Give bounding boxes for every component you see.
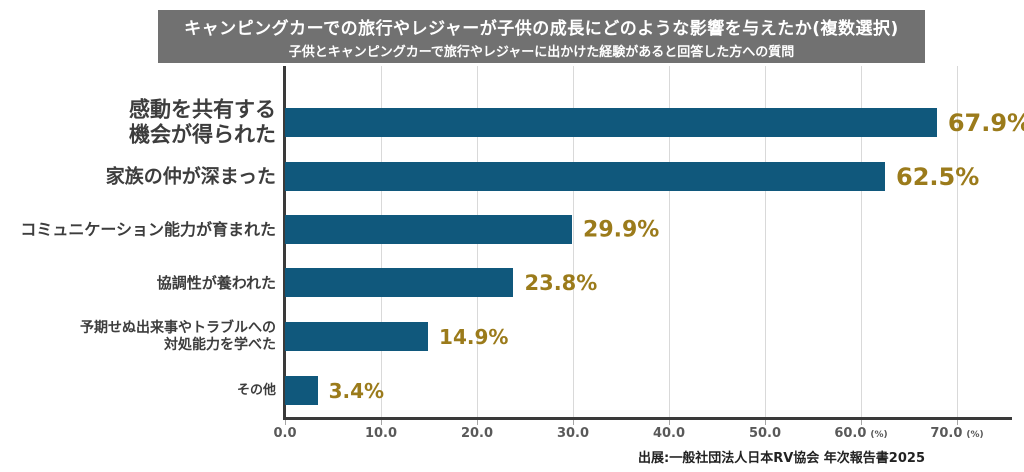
x-tick-label: 10.0 <box>364 426 398 441</box>
axis-tick <box>285 420 286 425</box>
bar <box>285 376 318 405</box>
gridline <box>765 66 766 417</box>
plot-area: 感動を共有する 機会が得られた 67.9% 家族の仲が深まった 62.5% コミ… <box>20 66 1024 441</box>
gridline <box>861 66 862 417</box>
x-tick-label: 0.0 <box>273 426 297 441</box>
value-label: 14.9% <box>439 324 509 349</box>
percent-unit-label: (%) <box>966 430 984 440</box>
x-tick-label: 60.0 (%) <box>834 426 888 441</box>
category-label: 協調性が養われた <box>156 273 276 292</box>
category-label: その他 <box>236 382 276 398</box>
axis-tick <box>573 420 574 425</box>
bar-row: 予期せぬ出来事やトラブルへの 対処能力を学べた 14.9% <box>80 319 1012 352</box>
axis-tick <box>957 420 958 425</box>
bar-row: その他 3.4% <box>237 376 1012 405</box>
y-axis-line <box>283 66 286 420</box>
value-label: 67.9% <box>947 108 1024 137</box>
category-label: 感動を共有する 機会が得られた <box>129 96 276 147</box>
bar-row: 家族の仲が深まった 62.5% <box>106 162 1012 191</box>
category-label: コミュニケーション能力が育まれた <box>20 219 276 239</box>
bar <box>285 162 885 191</box>
chart-subtitle: 子供とキャンピングカーで旅行やレジャーに出かけた経験があると回答した方への質問 <box>288 44 795 60</box>
x-tick-label: 20.0 <box>460 426 494 441</box>
gridline <box>669 66 670 417</box>
gridline <box>573 66 574 417</box>
value-label: 23.8% <box>524 270 598 295</box>
x-tick-label: 30.0 <box>556 426 590 441</box>
bar <box>285 322 429 351</box>
x-tick-label: 40.0 <box>652 426 686 441</box>
axis-tick <box>765 420 766 425</box>
percent-unit-label: (%) <box>870 430 888 440</box>
bar-row: 協調性が養われた 23.8% <box>157 268 1012 297</box>
x-axis: 0.0 10.0 20.0 30.0 40.0 50.0 60.0 (%) 70.… <box>273 426 1012 444</box>
axis-tick <box>477 420 478 425</box>
value-label: 29.9% <box>583 217 660 242</box>
axis-tick <box>861 420 862 425</box>
value-label: 3.4% <box>328 378 385 403</box>
x-tick-label: 70.0 (%) <box>930 426 984 441</box>
source-citation: 出展:一般社団法人日本RV協会 年次報告書2025 <box>638 451 925 466</box>
gridline <box>957 66 958 417</box>
x-tick-label: 50.0 <box>748 426 782 441</box>
chart-title-banner: キャンピングカーでの旅行やレジャーが子供の成長にどのような影響を与えたか(複数選… <box>158 10 925 63</box>
category-label: 家族の仲が深まった <box>105 164 276 187</box>
bar <box>285 268 514 297</box>
value-label: 62.5% <box>896 162 980 191</box>
axis-tick <box>669 420 670 425</box>
category-label: 予期せぬ出来事やトラブルへの 対処能力を学べた <box>80 319 276 353</box>
bar-row: コミュニケーション能力が育まれた 29.9% <box>20 215 1012 244</box>
bar <box>285 215 573 244</box>
bar <box>285 108 937 137</box>
chart-title: キャンピングカーでの旅行やレジャーが子供の成長にどのような影響を与えたか(複数選… <box>184 18 899 39</box>
axis-tick <box>381 420 382 425</box>
bar-row: 感動を共有する 機会が得られた 67.9% <box>129 97 1024 147</box>
